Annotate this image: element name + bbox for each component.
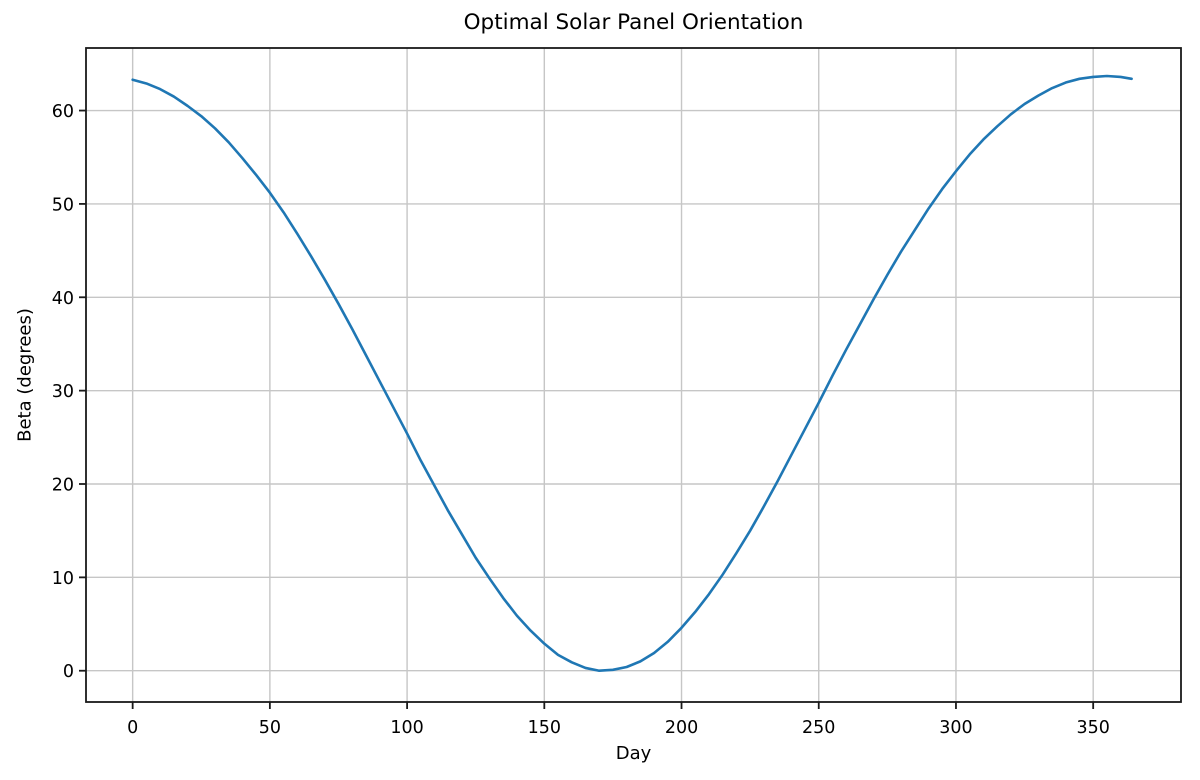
y-tick-label: 10 <box>52 569 74 589</box>
y-tick-label: 20 <box>52 476 74 496</box>
x-tick-label: 100 <box>390 718 423 738</box>
chart-title: Optimal Solar Panel Orientation <box>463 10 804 35</box>
x-tick-label: 150 <box>528 718 561 738</box>
y-tick-label: 60 <box>52 102 74 122</box>
x-tick-label: 350 <box>1076 718 1109 738</box>
x-tick-label: 300 <box>939 718 972 738</box>
y-tick-label: 30 <box>52 382 74 402</box>
axes-spines <box>85 47 1182 703</box>
x-tick-label: 250 <box>802 718 835 738</box>
y-tick-label: 0 <box>63 662 74 682</box>
x-tick-label: 0 <box>127 718 138 738</box>
y-axis-label: Beta (degrees) <box>14 308 36 442</box>
x-tick-label: 50 <box>259 718 281 738</box>
y-tick-label: 50 <box>52 195 74 215</box>
series-line-optimal-tilt-beta <box>131 74 1133 673</box>
x-tick-label: 200 <box>665 718 698 738</box>
y-tick-label: 40 <box>52 289 74 309</box>
x-axis-label: Day <box>615 743 652 764</box>
